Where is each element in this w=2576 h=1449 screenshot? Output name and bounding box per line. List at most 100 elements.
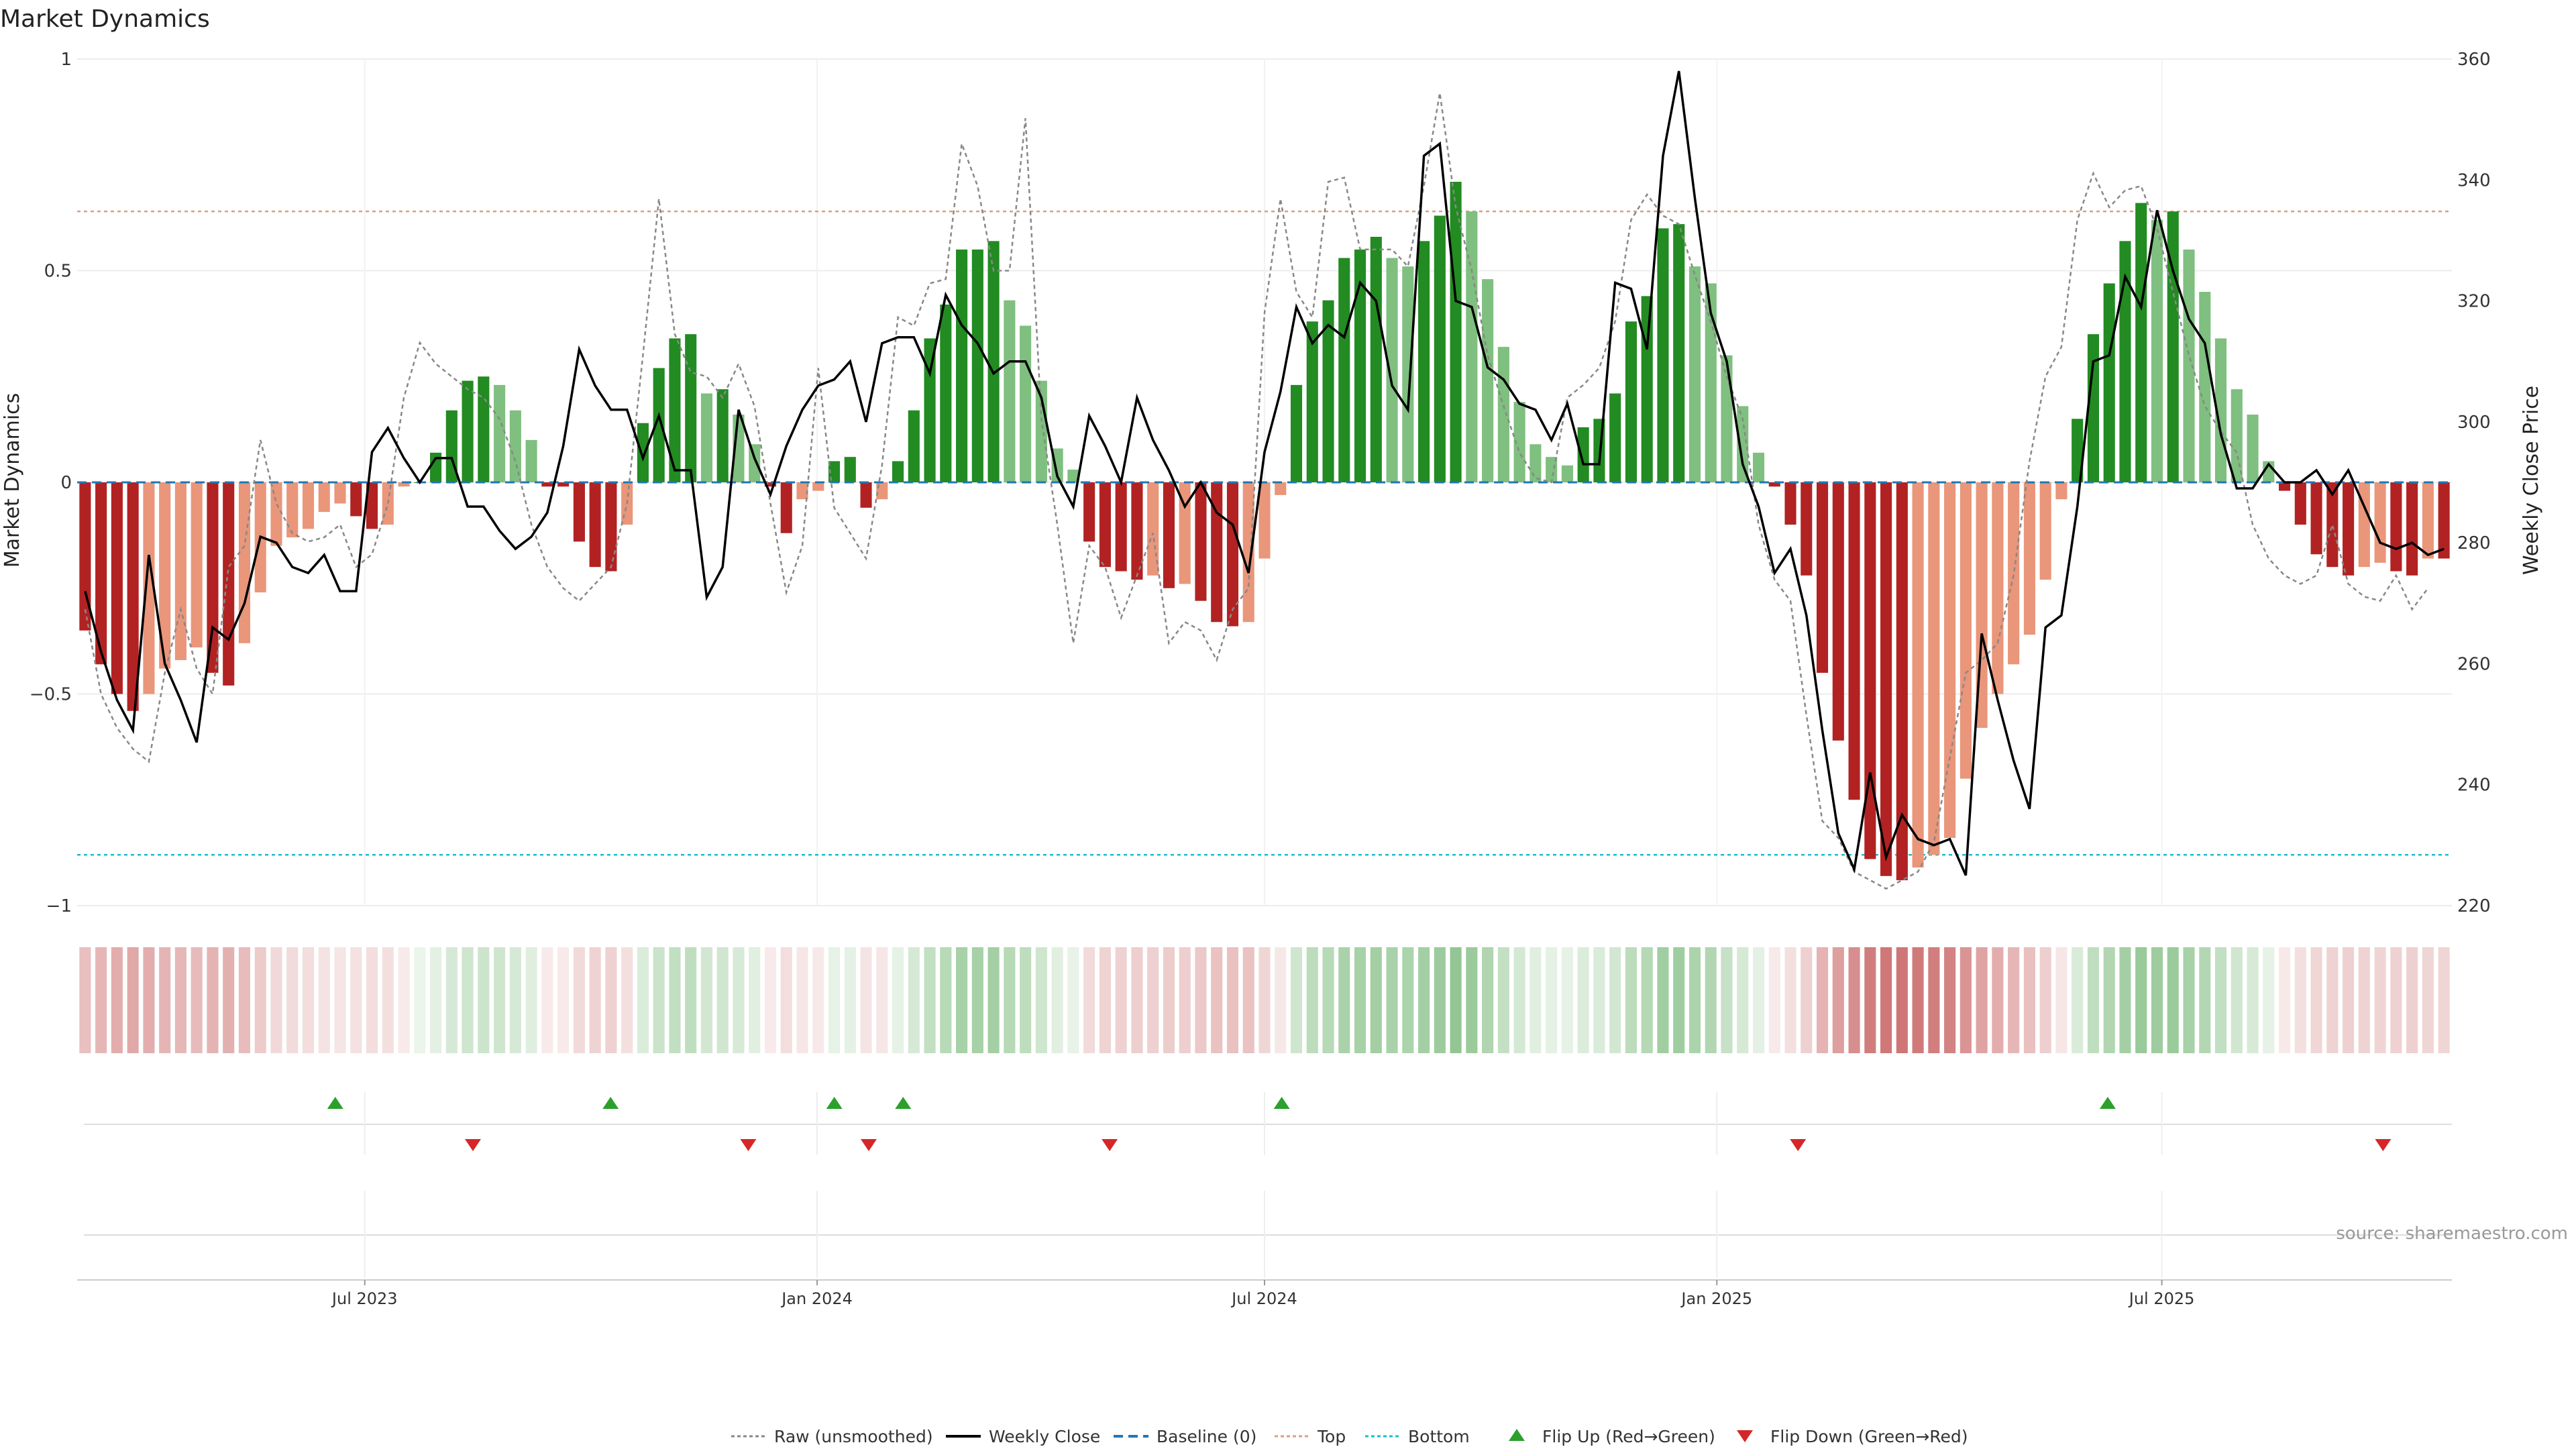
legend-label: Baseline (0) [1157,1427,1256,1446]
bar [892,461,904,482]
bar [2343,482,2355,576]
y2-tick-label: 340 [2457,170,2491,191]
heat-cell [478,947,490,1053]
heat-cell [398,947,410,1053]
heat-cell [685,947,697,1053]
bar [749,444,761,482]
bar [1864,482,1876,859]
heat-cell [669,947,681,1053]
x-tick-label: Jul 2023 [331,1289,398,1308]
heat-cell [653,947,665,1053]
flip-up-marker [2099,1097,2116,1109]
heat-cell [1513,947,1525,1053]
bar [1705,283,1717,482]
bar [334,482,346,504]
heat-cell [2278,947,2291,1053]
y2-tick-label: 260 [2457,654,2491,674]
bar [1147,482,1159,576]
heat-cell [1816,947,1829,1053]
legend-label: Weekly Close [989,1427,1100,1446]
bar [2422,482,2434,559]
bar [1226,482,1239,627]
heat-cell [2422,947,2434,1053]
legend-item: Raw (unsmoothed) [731,1427,933,1446]
heat-cell [1880,947,1892,1053]
legend-label: Flip Down (Green→Red) [1770,1427,1968,1446]
heat-cell [79,947,91,1053]
heat-cell [2214,947,2227,1053]
bar [2072,419,2084,482]
y2-tick-label: 220 [2457,896,2491,916]
heat-cell [2008,947,2020,1053]
heat-cell [350,947,362,1053]
heat-cell [924,947,936,1053]
heat-cell [1115,947,1127,1053]
bar [1546,457,1558,482]
bar [2087,334,2099,482]
bar [1067,470,1079,482]
y-tick-label: 0.5 [44,262,72,282]
heat-cell [2438,947,2450,1053]
heat-cell [366,947,378,1053]
heat-cell [1848,947,1860,1053]
heat-cell [987,947,1000,1053]
heat-cell [1195,947,1207,1053]
bar [1561,465,1573,482]
bar [478,376,490,482]
heat-cell [2358,947,2370,1053]
heat-cell [414,947,426,1053]
raw-unsmoothed-line [84,93,2429,890]
bar [1338,258,1350,482]
heat-cell [2247,947,2259,1053]
bar [1242,482,1254,623]
heat-cell [1801,947,1813,1053]
chart-title: Market Dynamics [0,5,210,33]
heat-cell [1912,947,1924,1053]
bar [589,482,601,568]
heat-cell [780,947,792,1053]
bar [2055,482,2068,500]
heat-cell [1083,947,1095,1053]
bar [350,482,362,517]
heat-cell [525,947,537,1053]
heat-cell [1625,947,1637,1053]
heat-cell [2406,947,2418,1053]
heat-cell [940,947,952,1053]
x-axis: Jul 2023 Jan 2024 Jul 2024 Jan 2025 Jul 2025 [77,1279,2452,1308]
bar [573,482,585,542]
bar [1688,266,1701,482]
heat-cell [382,947,394,1053]
heat-cell [2023,947,2035,1053]
heat-cell [1179,947,1191,1053]
bar [1513,402,1525,482]
heat-cell [1561,947,1573,1053]
bar [1402,266,1414,482]
bar [1004,300,1016,482]
heat-cell [1258,947,1271,1053]
heat-cell [2039,947,2051,1053]
heat-cell [1641,947,1653,1053]
heat-cell [1657,947,1669,1053]
heat-cell [764,947,777,1053]
heat-cell [1529,947,1542,1053]
legend-label: Bottom [1408,1427,1470,1446]
heat-cell [1147,947,1159,1053]
heat-cell [1482,947,1494,1053]
heat-cell [2294,947,2306,1053]
heat-cell [1593,947,1605,1053]
legend-label: Raw (unsmoothed) [774,1427,933,1446]
bar [1673,224,1685,482]
heat-cell [1864,947,1876,1053]
bar [1482,279,1494,482]
bar [987,241,1000,482]
x-tick-label: Jul 2024 [1230,1289,1297,1308]
bar [2374,482,2386,563]
y-tick-label: 0 [60,473,72,493]
bar [1099,482,1111,568]
heat-cell [1306,947,1318,1053]
bar [1960,482,1972,779]
y2-tick-label: 280 [2457,533,2491,553]
heat-cell [1466,947,1478,1053]
heat-cell [1354,947,1366,1053]
heat-cell [1035,947,1047,1053]
